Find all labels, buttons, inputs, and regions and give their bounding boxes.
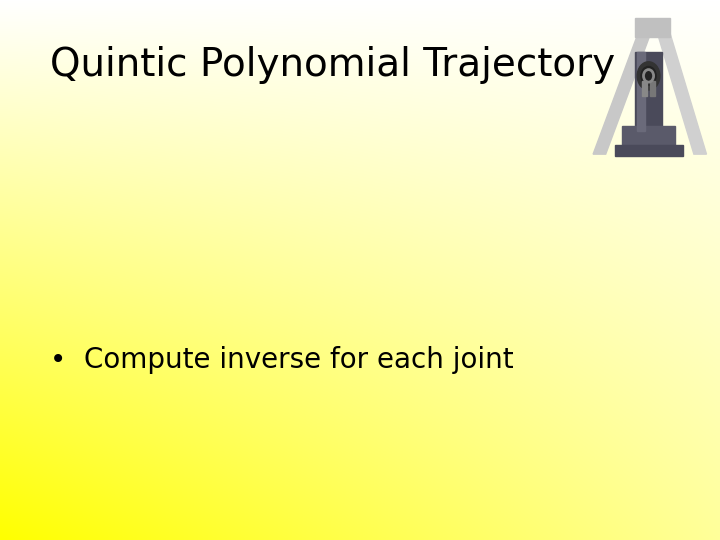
Bar bbox=[642, 80, 647, 96]
Text: Quintic Polynomial Trajectory: Quintic Polynomial Trajectory bbox=[50, 46, 616, 84]
Bar bbox=[649, 80, 655, 96]
Circle shape bbox=[637, 62, 660, 90]
Bar bbox=[615, 145, 683, 156]
Polygon shape bbox=[593, 29, 652, 154]
Circle shape bbox=[641, 66, 656, 85]
Bar bbox=[635, 52, 662, 131]
Polygon shape bbox=[656, 29, 706, 154]
Bar bbox=[622, 126, 675, 154]
Text: •  Compute inverse for each joint: • Compute inverse for each joint bbox=[50, 346, 514, 374]
Bar bbox=[635, 18, 670, 37]
Bar bbox=[637, 52, 644, 131]
